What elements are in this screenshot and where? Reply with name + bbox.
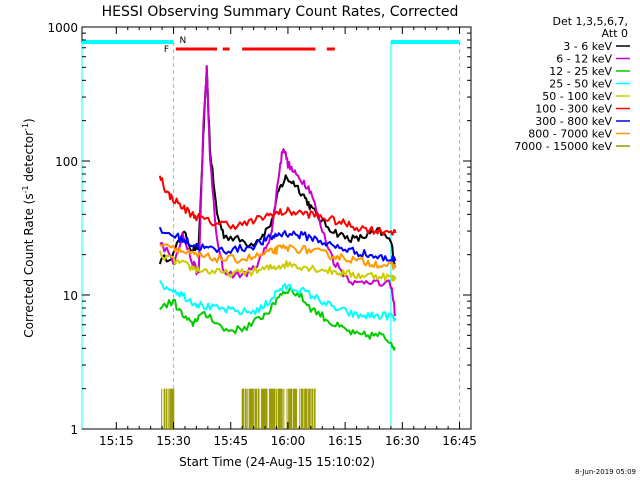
series-lines: [158, 65, 397, 351]
burst-series-7000-15000: [161, 388, 316, 429]
y-tick-label: 100: [55, 155, 78, 169]
series-line-3: [158, 280, 397, 322]
x-tick-label: 16:30: [385, 434, 420, 448]
legend-header-line-2: Att 0: [602, 27, 628, 40]
y-tick-label: 10: [63, 289, 78, 303]
series-line-5: [158, 175, 397, 236]
x-axis-label: Start Time (24-Aug-15 15:10:02): [179, 455, 375, 469]
x-tick-label: 15:30: [156, 434, 191, 448]
flag-bars: [82, 40, 460, 51]
axis-ticks: 15:15 15:30 15:45 16:00 16:15 16:30 16:45 1 10 10…: [47, 21, 476, 448]
y-tick-label: 1000: [47, 21, 78, 35]
x-tick-label: 15:45: [213, 434, 248, 448]
legend-label: 3 - 6 keV: [563, 40, 612, 53]
series-line-7: [159, 243, 397, 271]
legend-label: 300 - 800 keV: [535, 115, 612, 128]
series-line-2: [159, 287, 396, 351]
series-line-1: [159, 65, 397, 317]
night-flag-label: N: [180, 36, 187, 46]
legend-label: 6 - 12 keV: [556, 53, 612, 66]
y-tick-label: 1: [70, 423, 78, 437]
flare-flag-label: F: [164, 45, 169, 55]
series-line-4: [158, 250, 397, 282]
legend-label: 50 - 100 keV: [542, 90, 612, 103]
y-axis-label: Corrected Count Rate (s-1 detector-1): [21, 118, 36, 337]
legend-label: 7000 - 15000 keV: [514, 140, 612, 153]
legend-header-line-1: Det 1,3,5,6,7,: [552, 15, 628, 28]
reference-lines: [81, 42, 461, 429]
plot-area: 15:15 15:30 15:45 16:00 16:15 16:30 16:45 1 10 10…: [47, 21, 476, 448]
legend-label: 25 - 50 keV: [549, 78, 612, 91]
legend-label: 100 - 300 keV: [535, 103, 612, 116]
legend-label: 12 - 25 keV: [549, 65, 612, 78]
series-line-6: [158, 226, 397, 265]
x-tick-label: 16:15: [328, 434, 363, 448]
legend-label: 800 - 7000 keV: [528, 128, 612, 141]
date-stamp: 8-Jun-2019 05:09: [575, 468, 636, 476]
x-tick-label: 15:15: [99, 434, 134, 448]
chart-title: HESSI Observing Summary Count Rates, Cor…: [102, 4, 459, 20]
x-tick-label: 16:00: [271, 434, 306, 448]
x-tick-label: 16:45: [442, 434, 477, 448]
